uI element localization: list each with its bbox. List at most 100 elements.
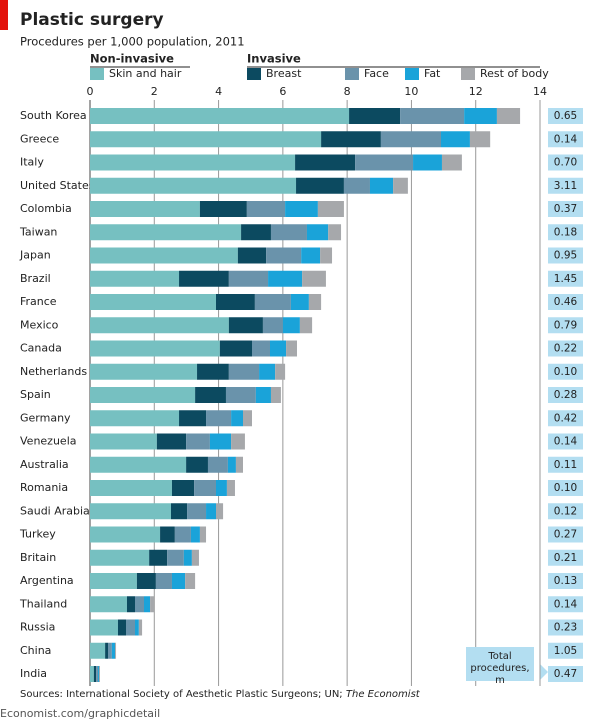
y-tick-label: Romania — [20, 481, 68, 494]
bar-segment — [138, 619, 143, 636]
legend-group-title: Non-invasive — [90, 52, 174, 66]
bar-segment — [115, 642, 117, 659]
bar-segment — [282, 317, 300, 334]
bar-segment — [105, 642, 108, 659]
legend-swatch — [90, 68, 104, 80]
bar-segment — [144, 596, 151, 613]
total-label: 0.70 — [554, 157, 577, 169]
total-box — [548, 666, 583, 682]
bar-segment — [299, 317, 313, 334]
bar-segment — [355, 154, 414, 171]
total-box — [548, 619, 583, 636]
bar-segment — [243, 410, 252, 427]
bar-segment — [90, 642, 106, 659]
bar-segment — [99, 666, 100, 682]
bar-segment — [270, 387, 281, 403]
y-tick-label: Turkey — [19, 528, 56, 541]
bar-segment — [259, 363, 276, 380]
bar-segment — [464, 108, 497, 124]
total-box — [548, 503, 583, 520]
total-label: 0.12 — [554, 505, 577, 517]
bar-segment — [393, 177, 408, 194]
bar-segment — [195, 387, 226, 403]
bar-segment — [286, 340, 297, 357]
bar-segment — [90, 131, 322, 148]
bar-segment — [285, 201, 318, 217]
bar-segment — [90, 596, 127, 613]
bar-segment — [235, 456, 243, 473]
bar-segment — [171, 573, 186, 589]
total-label: 3.11 — [554, 180, 577, 192]
total-box — [548, 363, 583, 380]
y-tick-label: Taiwan — [19, 225, 57, 238]
legend-label: Skin and hair — [109, 67, 182, 80]
y-tick-label: Saudi Arabia — [20, 504, 90, 517]
bar-segment — [111, 642, 116, 659]
total-label: 0.22 — [554, 343, 577, 355]
bar-segment — [126, 619, 135, 636]
bar-segment — [228, 317, 263, 334]
chart-subtitle: Procedures per 1,000 population, 2011 — [20, 35, 245, 49]
y-tick-label: Japan — [19, 249, 51, 262]
total-label: 0.11 — [554, 459, 577, 471]
total-label: 0.14 — [554, 436, 578, 448]
total-label: 0.13 — [554, 575, 577, 587]
bar-segment — [254, 294, 291, 310]
bar-segment — [90, 433, 157, 450]
y-tick-label: Argentina — [20, 574, 74, 587]
total-label: 0.21 — [554, 552, 577, 564]
bar-segment — [90, 456, 187, 473]
bar-segment — [90, 363, 198, 380]
x-tick-label: 4 — [215, 85, 222, 98]
totals-callout: Total procedures, m — [466, 647, 534, 686]
bar-segment — [266, 247, 302, 264]
total-label: 0.95 — [554, 250, 577, 262]
legend-label: Fat — [424, 67, 441, 80]
y-tick-label: India — [20, 667, 47, 680]
bar-segment — [216, 503, 224, 520]
y-tick-label: China — [20, 644, 51, 657]
bar-segment — [400, 108, 465, 124]
source: Sources: International Society of Aesthe… — [20, 689, 421, 700]
total-box — [548, 410, 583, 427]
x-tick-label: 14 — [533, 85, 547, 98]
bar-segment — [90, 573, 137, 589]
bar-segment — [90, 503, 171, 520]
bar-segment — [199, 201, 247, 217]
bar-segment — [231, 410, 243, 427]
bar-segment — [290, 294, 309, 310]
bar-segment — [108, 642, 112, 659]
bar-segment — [207, 456, 228, 473]
bar-segment — [90, 201, 200, 217]
bar-segment — [155, 573, 172, 589]
total-box — [548, 108, 583, 124]
bar-segment — [302, 270, 326, 287]
bar-segment — [413, 154, 442, 171]
total-box — [548, 177, 583, 194]
y-tick-label: Australia — [20, 458, 69, 471]
y-tick-label: Britain — [20, 551, 56, 564]
bar-segment — [441, 154, 462, 171]
y-tick-label: Italy — [20, 156, 44, 169]
bar-segment — [90, 177, 297, 194]
bar-segment — [216, 480, 227, 496]
total-box — [548, 340, 583, 357]
total-label: 1.45 — [554, 273, 577, 285]
bar-segment — [228, 363, 260, 380]
bar-segment — [90, 154, 296, 171]
bar-segment — [90, 387, 196, 403]
total-box — [548, 433, 583, 450]
total-box — [548, 131, 583, 148]
bar-segment — [231, 433, 245, 450]
bar-segment — [317, 201, 344, 217]
bar-segment — [197, 363, 229, 380]
source-text: Sources: International Society of Aesthe… — [20, 689, 343, 700]
total-label: 0.37 — [554, 203, 577, 215]
total-box — [548, 317, 583, 334]
y-tick-label: Netherlands — [20, 365, 87, 378]
bar-segment — [369, 177, 394, 194]
y-tick-label: Germany — [20, 411, 71, 424]
x-tick-label: 6 — [279, 85, 286, 98]
y-tick-label: Canada — [20, 342, 62, 355]
bar-segment — [237, 247, 267, 264]
